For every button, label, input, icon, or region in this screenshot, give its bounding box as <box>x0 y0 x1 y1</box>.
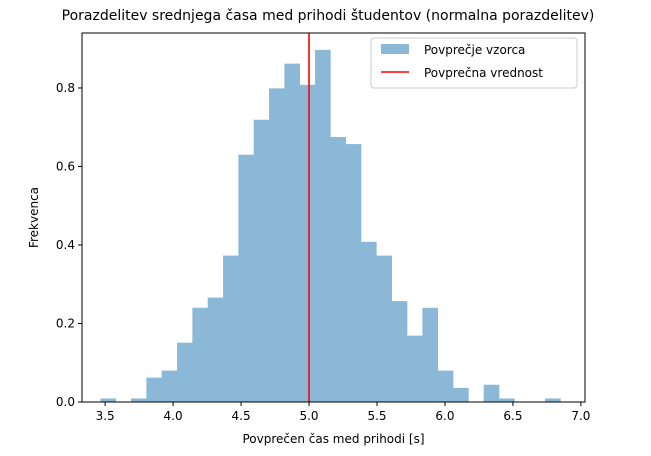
histogram-bar <box>345 144 362 402</box>
histogram-bar <box>422 307 439 402</box>
histogram-bar <box>437 370 454 402</box>
histogram-bar <box>499 398 515 402</box>
legend-swatch-sample-mean <box>381 44 409 54</box>
chart-title: Porazdelitev srednjega časa med prihodi … <box>62 8 595 24</box>
legend-box <box>370 37 578 89</box>
histogram-bar <box>330 137 346 402</box>
histogram-bars <box>100 49 561 403</box>
y-axis-ticks: 0.0 0.2 0.4 0.6 0.8 <box>56 81 82 409</box>
plot-frame <box>81 32 586 403</box>
histogram-bar <box>253 119 270 402</box>
histogram-bar <box>223 255 239 402</box>
x-tick-label: 4.5 <box>232 409 251 423</box>
histogram-bar <box>161 370 178 402</box>
histogram-bar <box>315 49 331 402</box>
histogram-bar <box>207 297 224 402</box>
histogram-bar <box>131 398 147 402</box>
histogram-bar <box>299 84 316 402</box>
x-tick-label: 6.5 <box>503 409 522 423</box>
histogram-bar <box>361 241 377 402</box>
x-tick-label: 3.5 <box>96 409 115 423</box>
y-tick-label: 0.0 <box>56 395 75 409</box>
legend-label-sample-mean: Povprečje vzorca <box>424 43 525 57</box>
x-tick-label: 5.0 <box>299 409 318 423</box>
histogram-bar <box>545 398 561 402</box>
histogram-bar <box>453 387 469 402</box>
histogram-bar <box>407 335 423 402</box>
x-tick-label: 4.0 <box>164 409 183 423</box>
histogram-bar <box>238 154 254 402</box>
y-tick-label: 0.6 <box>56 159 75 173</box>
y-axis-label: Frekvenca <box>27 187 41 248</box>
x-tick-label: 7.0 <box>571 409 590 423</box>
y-tick-label: 0.2 <box>56 316 75 330</box>
histogram-bar <box>376 255 393 402</box>
histogram-bar <box>100 398 116 402</box>
x-tick-label: 5.5 <box>367 409 386 423</box>
histogram-bar <box>146 377 162 402</box>
x-axis-label: Povprečen čas med prihodi [s] <box>242 432 424 446</box>
legend-label-mean-line: Povprečna vrednost <box>424 66 543 80</box>
chart-legend: Povprečje vzorca Povprečna vrednost <box>370 37 578 89</box>
histogram-bar <box>284 63 300 403</box>
x-axis-ticks: 3.5 4.0 4.5 5.0 5.5 6.0 6.5 7.0 <box>96 402 590 423</box>
histogram-bar <box>192 307 208 402</box>
y-tick-label: 0.8 <box>56 81 75 95</box>
y-tick-label: 0.4 <box>56 238 75 252</box>
histogram-bar <box>483 384 500 402</box>
histogram-bar <box>177 342 193 402</box>
x-tick-label: 6.0 <box>435 409 454 423</box>
histogram-bar <box>391 301 408 402</box>
histogram-bar <box>269 88 285 402</box>
